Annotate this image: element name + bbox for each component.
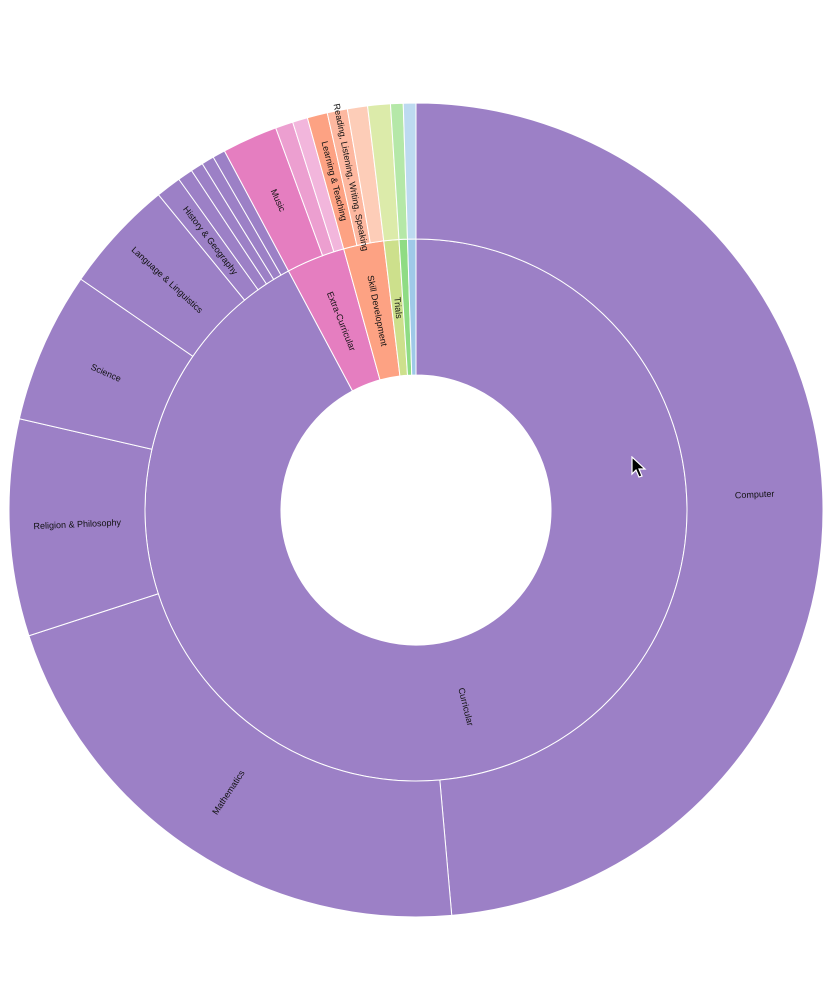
outer-ring: [8, 102, 824, 918]
inner-label-trials-3: Trials: [392, 297, 404, 320]
outer-segment-segment-18[interactable]: [402, 102, 417, 240]
inner-ring: [144, 238, 688, 782]
outer-label-religion-philosophy-2: Religion & Philosophy: [33, 517, 121, 531]
outer-label-computer-0: Computer: [735, 489, 775, 501]
mouse-pointer-icon: [631, 456, 647, 478]
outer-segment-mathematics-1[interactable]: [28, 593, 453, 918]
outer-segment-computer-0[interactable]: [415, 102, 824, 916]
